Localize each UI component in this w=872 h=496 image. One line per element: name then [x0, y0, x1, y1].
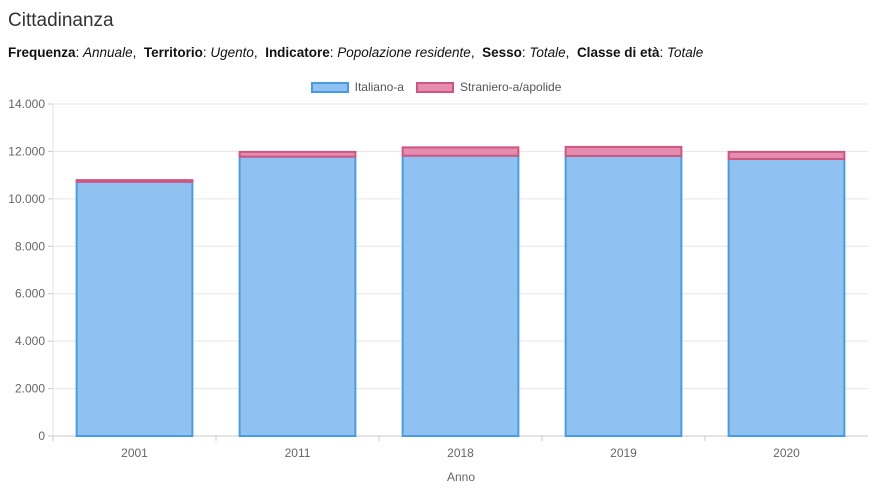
legend-swatch-italiano	[310, 81, 349, 93]
y-tick-label: 6.000	[15, 287, 45, 301]
bar-italiano-2019[interactable]	[564, 154, 683, 437]
filter-indicatore: Indicatore: Popolazione residente,	[265, 45, 483, 60]
bar-straniero-2011[interactable]	[238, 150, 357, 158]
y-tick-label: 12.000	[8, 144, 45, 158]
x-tick-label: 2019	[610, 446, 637, 460]
legend-label-straniero: Straniero-a/apolide	[459, 80, 562, 94]
x-tick-label: 2018	[447, 446, 474, 460]
filter-frequenza: Frequenza: Annuale,	[8, 45, 144, 60]
bar-italiano-2018[interactable]	[401, 154, 520, 437]
x-tick-label: 2001	[121, 446, 148, 460]
legend-swatch-straniero	[415, 81, 454, 93]
chart-legend: Italiano-a Straniero-a/apolide	[0, 80, 872, 94]
legend-label-italiano: Italiano-a	[354, 80, 404, 94]
legend-item-straniero[interactable]: Straniero-a/apolide	[415, 80, 562, 94]
bar-italiano-2011[interactable]	[238, 155, 357, 437]
x-tick-label: 2011	[285, 446, 311, 460]
bar-straniero-2001[interactable]	[75, 179, 194, 183]
chart-title: Cittadinanza	[8, 10, 114, 31]
y-tick-label: 8.000	[15, 239, 45, 253]
y-tick-label: 4.000	[15, 334, 45, 348]
y-tick-label: 10.000	[8, 192, 45, 206]
bar-italiano-2020[interactable]	[727, 158, 846, 437]
legend-item-italiano[interactable]: Italiano-a	[310, 80, 404, 94]
y-tick-label: 14.000	[8, 97, 45, 111]
bar-straniero-2019[interactable]	[564, 145, 683, 157]
x-tick-label: 2020	[773, 446, 800, 460]
filter-classe-eta: Classe di età: Totale	[576, 45, 704, 60]
filter-territorio: Territorio: Ugento,	[143, 45, 266, 60]
x-axis-label: Anno	[447, 470, 475, 484]
y-tick-label: 2.000	[15, 382, 45, 396]
bar-straniero-2018[interactable]	[401, 146, 520, 157]
filter-sesso: Sesso: Totale,	[482, 45, 577, 60]
axes: 0 2.000 4.000 6.000 8.000 10.000 12.000 14.000 2…	[8, 97, 800, 460]
bar-straniero-2020[interactable]	[727, 150, 846, 161]
bars	[75, 145, 846, 437]
bar-italiano-2001[interactable]	[75, 180, 194, 437]
y-tick-label: 0	[38, 429, 45, 443]
filter-summary: Frequenza: Annuale, Territorio: Ugento, …	[8, 45, 703, 60]
